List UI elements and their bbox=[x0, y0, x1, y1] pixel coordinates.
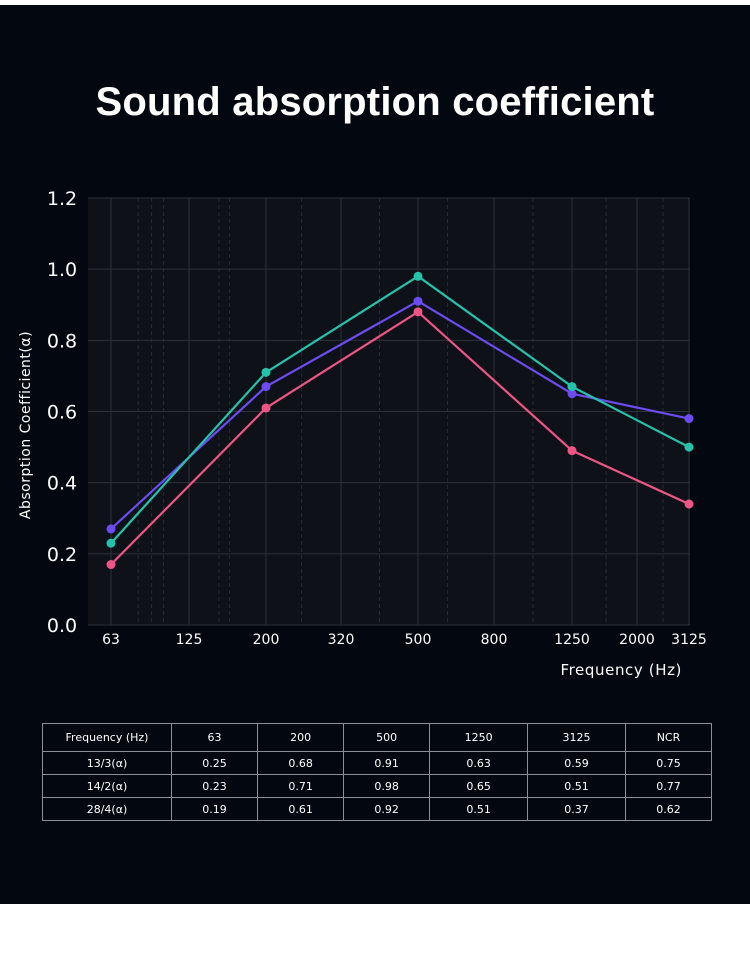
x-tick-label: 320 bbox=[328, 632, 355, 648]
table-cell: 1250 bbox=[429, 723, 529, 752]
table-cell: 0.65 bbox=[429, 774, 529, 798]
table-header-row: Frequency (Hz) 63 200 500 1250 3125 NCR bbox=[42, 723, 713, 752]
table-cell: 0.71 bbox=[257, 774, 345, 798]
series-1-point bbox=[684, 414, 694, 424]
y-tick-label: 0.0 bbox=[47, 615, 77, 637]
x-tick-label: 2000 bbox=[619, 632, 655, 648]
row-header-cell: Frequency (Hz) bbox=[42, 723, 172, 752]
table-cell: 0.63 bbox=[429, 751, 529, 775]
table-cell: 0.51 bbox=[429, 797, 529, 821]
table-cell: 3125 bbox=[527, 723, 626, 752]
x-axis-label: Frequency (Hz) bbox=[560, 661, 682, 679]
series-3-point bbox=[106, 560, 116, 570]
table-cell: 0.92 bbox=[343, 797, 431, 821]
table-row: 14/2(α) 0.23 0.71 0.98 0.65 0.51 0.77 bbox=[42, 774, 713, 798]
row-header-cell: 13/3(α) bbox=[42, 751, 172, 775]
y-tick-label: 0.8 bbox=[47, 330, 77, 352]
y-axis-label: Absorption Coefficient(α) bbox=[18, 331, 34, 519]
series-3-point bbox=[684, 499, 694, 509]
x-tick-label: 63 bbox=[102, 632, 120, 648]
table-cell: 0.37 bbox=[527, 797, 626, 821]
y-tick-label: 0.4 bbox=[47, 473, 77, 495]
x-tick-label: 500 bbox=[405, 632, 432, 648]
y-tick-label: 0.6 bbox=[47, 402, 77, 424]
y-tick-label: 1.0 bbox=[47, 259, 77, 281]
table-cell: 0.98 bbox=[343, 774, 431, 798]
table-cell: 0.68 bbox=[257, 751, 345, 775]
table-cell: NCR bbox=[624, 723, 713, 752]
table-cell: 200 bbox=[257, 723, 345, 752]
x-tick-label: 200 bbox=[253, 632, 280, 648]
series-2-point bbox=[106, 538, 116, 548]
row-header-cell: 14/2(α) bbox=[42, 774, 172, 798]
series-1-point bbox=[106, 524, 116, 534]
series-1-point bbox=[567, 389, 577, 399]
table-cell: 63 bbox=[170, 723, 259, 752]
table-cell: 0.91 bbox=[343, 751, 431, 775]
table-cell: 500 bbox=[343, 723, 431, 752]
table-cell: 0.19 bbox=[170, 797, 259, 821]
table-cell: 0.23 bbox=[170, 774, 259, 798]
table-row: 13/3(α) 0.25 0.68 0.91 0.63 0.59 0.75 bbox=[42, 751, 713, 775]
table-cell: 0.51 bbox=[527, 774, 626, 798]
series-3-point bbox=[413, 307, 423, 317]
table-cell: 0.25 bbox=[170, 751, 259, 775]
row-header-cell: 28/4(α) bbox=[42, 797, 172, 821]
series-2-point bbox=[567, 382, 577, 392]
table-cell: 0.59 bbox=[527, 751, 626, 775]
series-3-point bbox=[567, 446, 577, 456]
x-tick-label: 125 bbox=[176, 632, 203, 648]
table-cell: 0.62 bbox=[624, 797, 713, 821]
absorption-table: Frequency (Hz) 63 200 500 1250 3125 NCR 13/3(α)… bbox=[42, 723, 713, 821]
series-2-point bbox=[684, 442, 694, 452]
x-tick-label: 3125 bbox=[671, 632, 707, 648]
y-tick-label: 0.2 bbox=[47, 544, 77, 566]
table-cell: 0.75 bbox=[624, 751, 713, 775]
series-2-point bbox=[261, 367, 271, 377]
line-chart: 0.0 0.2 0.4 0.6 0.8 1.0 1.2 63 125 200 320 500 800 12… bbox=[18, 188, 707, 679]
table-cell: 0.61 bbox=[257, 797, 345, 821]
table-row: 28/4(α) 0.19 0.61 0.92 0.51 0.37 0.62 bbox=[42, 797, 713, 821]
table-cell: 0.77 bbox=[624, 774, 713, 798]
y-tick-label: 1.2 bbox=[47, 188, 77, 210]
page-title: Sound absorption coefficient bbox=[95, 80, 655, 124]
x-tick-label: 1250 bbox=[554, 632, 590, 648]
series-2-point bbox=[413, 271, 423, 281]
x-tick-label: 800 bbox=[481, 632, 508, 648]
series-3-point bbox=[261, 403, 271, 413]
series-1-point bbox=[413, 296, 423, 306]
series-1-point bbox=[261, 382, 271, 392]
